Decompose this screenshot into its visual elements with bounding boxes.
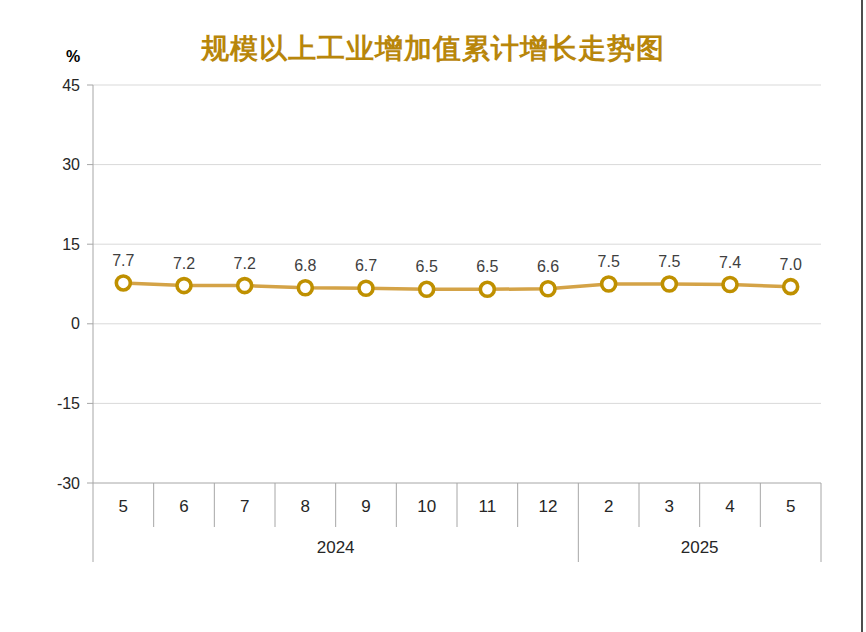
chart-title: 规模以上工业增加值累计增长走势图 xyxy=(0,30,866,68)
data-point-label: 7.2 xyxy=(234,255,256,272)
data-point-label: 7.4 xyxy=(719,254,741,271)
data-point-marker xyxy=(298,281,312,295)
data-point-marker xyxy=(359,281,373,295)
chart-canvas: 规模以上工业增加值累计增长走势图 % 4530150-15-3056789101… xyxy=(0,0,866,632)
month-label: 12 xyxy=(539,497,558,516)
month-label: 9 xyxy=(361,497,370,516)
right-edge-divider xyxy=(861,0,863,632)
month-label: 5 xyxy=(119,497,128,516)
data-point-label: 6.5 xyxy=(476,258,498,275)
year-label: 2025 xyxy=(681,538,719,557)
data-point-label: 6.8 xyxy=(294,257,316,274)
month-label: 11 xyxy=(479,497,497,516)
data-point-label: 7.2 xyxy=(173,255,195,272)
month-label: 10 xyxy=(417,497,436,516)
data-point-marker xyxy=(420,282,434,296)
y-tick-label: 15 xyxy=(62,236,80,253)
data-point-marker xyxy=(116,276,130,290)
y-tick-label: -30 xyxy=(57,475,80,492)
month-label: 8 xyxy=(301,497,310,516)
data-point-label: 6.5 xyxy=(416,258,438,275)
data-point-label: 6.7 xyxy=(355,257,377,274)
trend-line-plot: 4530150-15-30567891011122345202420257.77… xyxy=(0,0,866,632)
data-point-marker xyxy=(784,280,798,294)
data-point-label: 7.7 xyxy=(112,252,134,269)
y-tick-label: 30 xyxy=(62,156,80,173)
month-label: 7 xyxy=(240,497,249,516)
data-point-label: 7.0 xyxy=(780,256,802,273)
data-point-marker xyxy=(602,277,616,291)
data-point-marker xyxy=(177,279,191,293)
month-label: 5 xyxy=(786,497,795,516)
data-point-marker xyxy=(480,282,494,296)
y-tick-label: 0 xyxy=(71,315,80,332)
data-point-label: 7.5 xyxy=(598,253,620,270)
data-point-marker xyxy=(723,278,737,292)
y-tick-label: -15 xyxy=(57,395,80,412)
data-point-label: 6.6 xyxy=(537,258,559,275)
data-point-marker xyxy=(662,277,676,291)
y-axis-unit-label: % xyxy=(58,48,88,66)
data-point-label: 7.5 xyxy=(658,253,680,270)
data-point-marker xyxy=(541,282,555,296)
month-label: 3 xyxy=(665,497,674,516)
month-label: 2 xyxy=(604,497,613,516)
month-label: 6 xyxy=(179,497,188,516)
month-label: 4 xyxy=(725,497,734,516)
data-line xyxy=(123,283,790,289)
y-tick-label: 45 xyxy=(62,77,80,94)
year-label: 2024 xyxy=(317,538,355,557)
data-point-marker xyxy=(238,279,252,293)
